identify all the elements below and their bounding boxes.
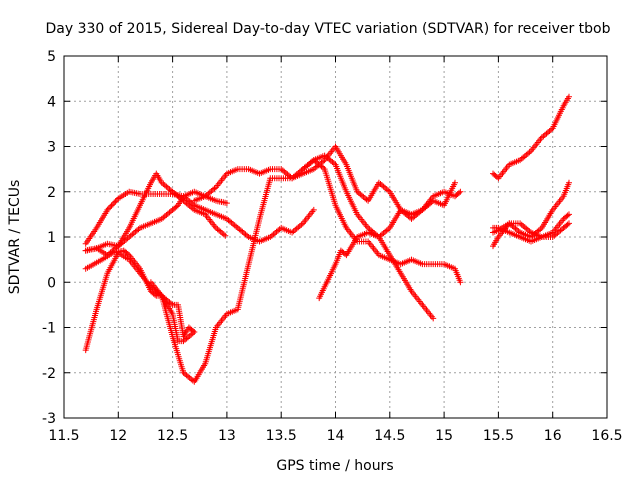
data-point — [457, 188, 464, 195]
data-point — [111, 199, 118, 206]
data-point — [564, 212, 571, 219]
x-tick-label: 14.5 — [374, 428, 405, 444]
y-tick-label: 4 — [47, 94, 56, 110]
data-point — [109, 201, 116, 208]
data-point — [566, 220, 572, 227]
data-point — [566, 179, 572, 186]
x-tick-label: 12 — [109, 428, 127, 444]
data-point — [112, 198, 119, 205]
x-tick-label: 12.5 — [157, 428, 188, 444]
y-tick-label: 0 — [47, 275, 56, 291]
data-point — [457, 279, 464, 286]
series-track-10 — [490, 93, 572, 182]
x-tick-label: 13 — [218, 428, 236, 444]
series-track-5 — [82, 170, 229, 259]
y-tick-label: 2 — [47, 185, 56, 201]
x-axis-label: GPS time / hours — [276, 458, 393, 474]
x-tick-label: 15 — [435, 428, 453, 444]
x-tick-labels: 11.5 12 12.5 13 13.5 14 14.5 15 15.5 16 16.5 — [48, 428, 622, 444]
data-point — [108, 202, 115, 209]
data-point — [430, 315, 437, 322]
y-tick-label: 1 — [47, 230, 56, 246]
series-track-8 — [299, 152, 437, 322]
data-point — [223, 200, 230, 207]
y-tick-label: -1 — [42, 321, 56, 337]
y-tick-label: -2 — [42, 366, 56, 382]
series-track-13 — [490, 179, 572, 240]
chart-title: Day 330 of 2015, Sidereal Day-to-day VTE… — [45, 21, 610, 37]
y-tick-label: -3 — [42, 411, 56, 427]
data-point — [566, 93, 572, 100]
series-track-9 — [316, 179, 458, 302]
x-tick-label: 16.5 — [591, 428, 622, 444]
data-point — [191, 329, 198, 335]
data-point — [456, 189, 462, 196]
x-tick-label: 14 — [327, 428, 345, 444]
x-tick-label: 13.5 — [266, 428, 297, 444]
y-tick-label: 5 — [47, 49, 56, 65]
data-point — [564, 221, 571, 228]
y-axis-label: SDTVAR / TECUs — [7, 180, 23, 295]
x-tick-label: 11.5 — [48, 428, 79, 444]
data-point — [107, 204, 114, 210]
data-point — [566, 211, 572, 218]
y-tick-labels: -3 -2 -1 0 1 2 3 4 5 — [42, 49, 56, 427]
data-point — [105, 205, 112, 212]
x-tick-label: 15.5 — [483, 428, 514, 444]
plot-frame — [63, 55, 608, 419]
x-tick-label: 16 — [544, 428, 562, 444]
data-point — [222, 232, 229, 239]
data-point — [452, 179, 458, 186]
data-marks — [82, 93, 572, 385]
data-point — [310, 206, 317, 213]
y-tick-label: 3 — [47, 140, 56, 156]
series-track-12 — [490, 211, 572, 245]
